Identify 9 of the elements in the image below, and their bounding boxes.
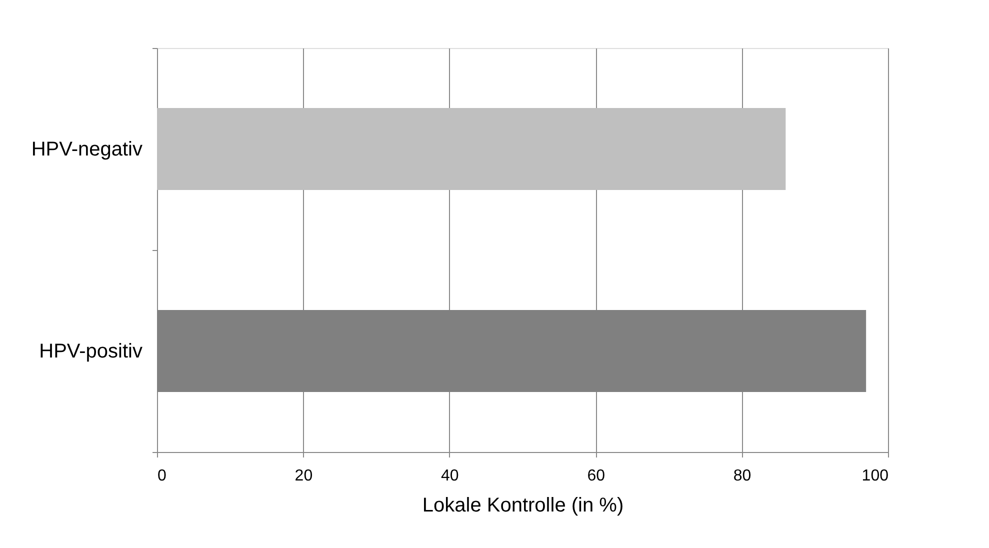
- x-axis-title: Lokale Kontrolle (in %): [422, 494, 624, 516]
- x-tick-label: 20: [294, 468, 313, 484]
- y-tick-label: HPV-positiv: [39, 340, 142, 362]
- x-tick-label: 0: [158, 468, 166, 484]
- x-tick-label: 100: [862, 468, 889, 484]
- x-tick-label: 80: [733, 468, 752, 484]
- x-tick-label: 40: [441, 468, 459, 484]
- x-tick-label: 60: [587, 468, 606, 484]
- y-tick-label: HPV-negativ: [31, 138, 142, 160]
